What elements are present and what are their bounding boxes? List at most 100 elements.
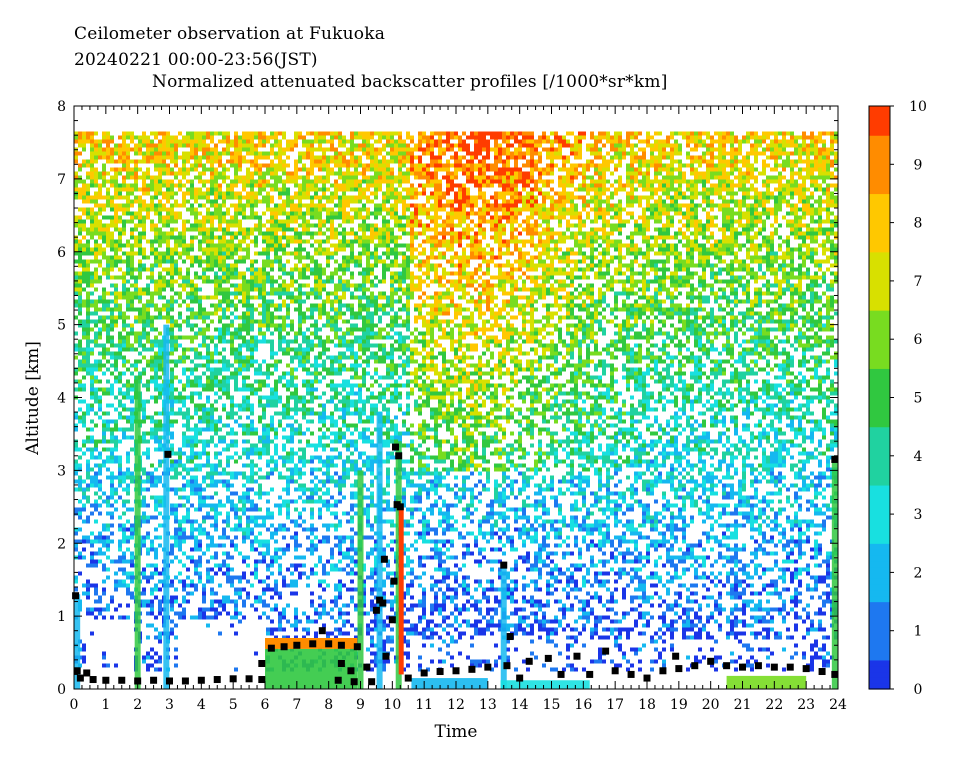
vertical-streak — [376, 412, 383, 689]
cloud-base-marker — [506, 633, 514, 641]
cloud-base-marker — [525, 657, 533, 665]
colorbar-tick-label: 0 — [914, 682, 923, 698]
cloud-base-marker — [586, 670, 594, 678]
cloud-base-marker — [380, 555, 388, 563]
low-cloud-layer — [726, 675, 807, 689]
colorbar-swatch — [869, 321, 890, 329]
cloud-base-marker — [372, 606, 380, 614]
colorbar-swatch — [869, 444, 890, 451]
cloud-base-marker — [659, 667, 667, 675]
low-cloud-layer — [500, 680, 590, 689]
cloud-base-marker — [452, 667, 460, 675]
cloud-base-marker — [229, 675, 237, 683]
colorbar-swatch — [869, 106, 890, 113]
y-tick-label: 3 — [57, 463, 66, 479]
x-tick-label: 12 — [447, 697, 465, 713]
colorbar-swatch — [869, 432, 890, 439]
colorbar-swatch — [869, 216, 890, 224]
plot-axes: 0 1 2 3 4 5 6 7 8 9 10 11 12 13 14 15 16 17 18 19 20 21 22 23 24… — [57, 99, 847, 713]
colorbar-swatch — [869, 175, 890, 183]
cloud-base-marker — [786, 663, 794, 671]
colorbar-swatch — [869, 152, 890, 160]
cloud-base-marker — [258, 676, 266, 684]
cloud-base-marker — [627, 670, 635, 678]
colorbar-tick-label: 3 — [914, 507, 923, 523]
colorbar-swatch — [869, 315, 890, 323]
colorbar-swatch — [869, 304, 890, 311]
x-tick-label: 18 — [638, 697, 656, 713]
cloud-base-marker — [334, 676, 342, 684]
colorbar-swatch — [869, 123, 890, 130]
colorbar-swatch — [869, 467, 890, 474]
colorbar-swatch — [869, 549, 890, 556]
colorbar-swatch — [869, 164, 890, 171]
colorbar-swatch — [869, 525, 890, 533]
colorbar-swatch — [869, 135, 890, 142]
cloud-base-marker — [573, 652, 581, 660]
colorbar-swatch — [869, 257, 890, 265]
colorbar-swatch — [869, 170, 890, 177]
colorbar-swatch — [869, 543, 890, 550]
cloud-base-marker — [392, 443, 400, 451]
colorbar-swatch — [869, 187, 890, 195]
vertical-streak — [357, 470, 364, 689]
cloud-base-marker — [337, 659, 345, 667]
y-axis-label: Altitude [km] — [23, 341, 43, 456]
cloud-base-marker — [379, 599, 387, 607]
cloud-base-marker — [337, 641, 345, 649]
colorbar-swatch — [869, 479, 890, 486]
cloud-base-marker — [353, 643, 361, 651]
colorbar-swatch — [869, 117, 890, 125]
cloud-base-marker — [602, 647, 610, 655]
backscatter-heatmap — [74, 131, 838, 689]
cloud-base-marker — [544, 654, 552, 662]
colorbar-swatch — [869, 146, 890, 154]
x-tick-label: 19 — [670, 697, 688, 713]
colorbar-swatch — [869, 420, 890, 428]
cloud-base-marker — [350, 678, 358, 686]
x-tick-label: 5 — [229, 697, 238, 713]
colorbar-swatch — [869, 362, 890, 369]
colorbar-swatch — [869, 380, 890, 387]
colorbar-swatch — [869, 228, 890, 235]
colorbar-swatch — [869, 111, 890, 119]
cloud-base-marker — [707, 657, 715, 665]
cloud-base-marker — [309, 640, 317, 648]
low-cloud-layer — [265, 648, 358, 689]
colorbar-tick-label: 4 — [914, 449, 923, 465]
colorbar-swatch — [869, 589, 890, 597]
x-tick-label: 2 — [133, 697, 142, 713]
x-tick-label: 21 — [734, 697, 752, 713]
cloud-base-marker — [396, 503, 404, 511]
x-tick-label: 16 — [574, 697, 592, 713]
cloud-base-marker — [404, 674, 412, 682]
colorbar-swatch — [869, 210, 890, 218]
chart-title-line-2: 20240221 00:00-23:56(JST) — [74, 50, 318, 70]
cloud-base-marker — [611, 667, 619, 675]
colorbar-swatch — [869, 490, 890, 498]
y-tick-label: 0 — [57, 682, 66, 698]
colorbar-swatch — [869, 193, 890, 200]
cloud-base-marker — [500, 561, 508, 569]
colorbar-swatch — [869, 414, 890, 422]
vertical-streak — [74, 594, 81, 689]
cloud-base-markers — [72, 443, 839, 686]
colorbar-swatch — [869, 473, 890, 480]
x-tick-label: 13 — [479, 697, 497, 713]
colorbar-tick-label: 8 — [914, 216, 923, 232]
colorbar-swatch — [869, 356, 890, 364]
colorbar-tick-label: 7 — [914, 274, 923, 290]
cloud-base-marker — [76, 674, 84, 682]
vertical-streak — [134, 375, 141, 689]
x-axis-label: Time — [435, 722, 478, 742]
cloud-base-marker — [164, 450, 172, 458]
colorbar-swatch — [869, 630, 890, 638]
colorbar-swatch — [869, 205, 890, 212]
cloud-base-marker — [516, 674, 524, 682]
x-tick-label: 11 — [415, 697, 433, 713]
colorbar-swatch — [869, 391, 890, 399]
x-tick-label: 24 — [829, 697, 847, 713]
x-tick-label: 3 — [165, 697, 174, 713]
cloud-base-marker — [363, 663, 371, 671]
